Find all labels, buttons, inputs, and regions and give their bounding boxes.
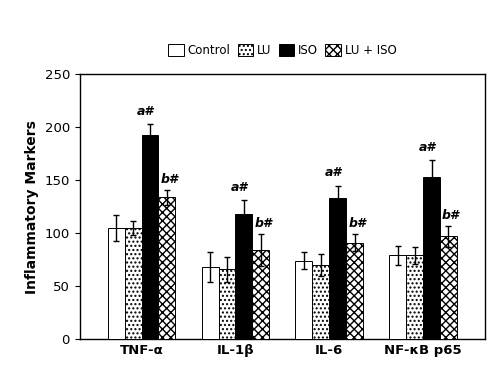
Bar	[236, 214, 252, 339]
Bar	[296, 261, 312, 339]
Bar	[423, 177, 440, 339]
Bar	[252, 250, 269, 339]
Bar	[390, 256, 406, 339]
Bar	[346, 243, 363, 339]
Text: b#: b#	[160, 173, 178, 186]
Bar	[108, 228, 124, 339]
Bar	[329, 198, 346, 339]
Bar	[440, 237, 457, 339]
Text: a#: a#	[325, 166, 342, 179]
Text: a#: a#	[418, 141, 436, 154]
Text: a#: a#	[231, 181, 248, 194]
Y-axis label: Inflammatory Markers: Inflammatory Markers	[25, 120, 39, 294]
Bar	[142, 135, 158, 339]
Bar	[312, 265, 329, 339]
Legend: Control, LU, ISO, LU + ISO: Control, LU, ISO, LU + ISO	[164, 41, 400, 61]
Text: b#: b#	[254, 217, 272, 230]
Text: b#: b#	[442, 209, 460, 222]
Bar	[124, 228, 142, 339]
Bar	[218, 269, 236, 339]
Text: a#: a#	[137, 105, 154, 118]
Bar	[202, 267, 218, 339]
Bar	[158, 197, 176, 339]
Bar	[406, 256, 423, 339]
Text: b#: b#	[348, 217, 366, 230]
